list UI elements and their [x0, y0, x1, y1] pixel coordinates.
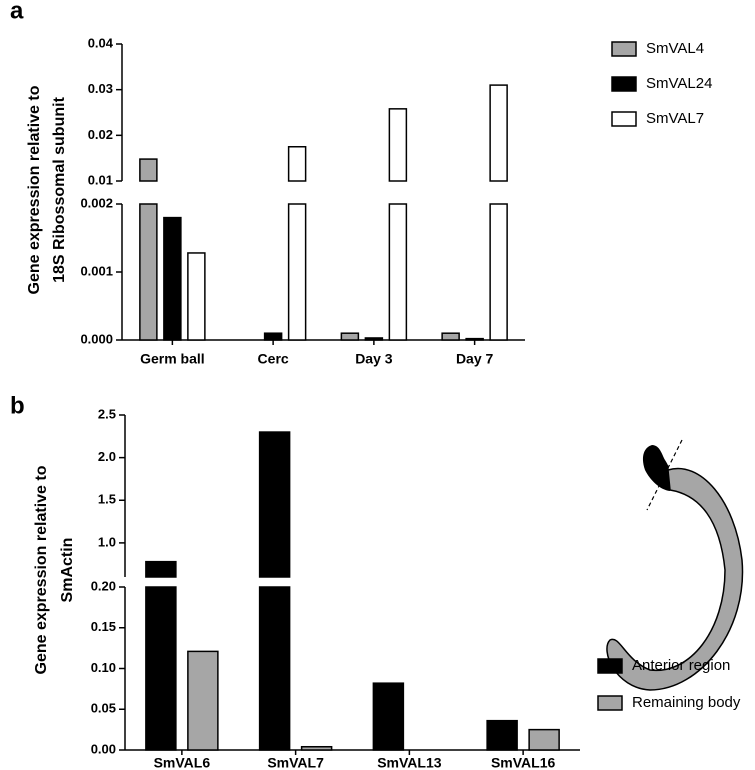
- y-tick-label: 0.05: [91, 701, 116, 716]
- x-tick-label: Day 7: [456, 351, 494, 367]
- legend-label: SmVAL4: [646, 40, 704, 57]
- x-tick-label: Day 3: [355, 351, 393, 367]
- bar: [388, 203, 408, 341]
- y-tick-label: 1.5: [98, 492, 116, 507]
- legend-swatch: [597, 695, 623, 711]
- bar: [187, 650, 219, 751]
- y-axis-label: SmActin: [59, 538, 76, 603]
- y-tick-label: 1.0: [98, 534, 116, 549]
- bar: [145, 586, 177, 751]
- bar: [489, 203, 508, 341]
- legend-label: Anterior region: [632, 657, 730, 674]
- bar: [139, 203, 158, 341]
- x-tick-label: SmVAL7: [267, 755, 324, 770]
- y-tick-label: 0.20: [91, 578, 116, 593]
- y-tick-label: 0.04: [88, 35, 114, 50]
- bar: [340, 332, 360, 341]
- legend-swatch: [611, 76, 637, 92]
- worm-illustration: [606, 439, 744, 691]
- bar: [145, 560, 177, 578]
- y-tick-label: 0.001: [80, 263, 113, 278]
- x-tick-label: Cerc: [258, 351, 289, 367]
- y-tick-label: 0.002: [80, 195, 113, 210]
- y-tick-label: 2.0: [98, 449, 116, 464]
- y-tick-label: 2.5: [98, 406, 116, 421]
- y-tick-label: 0.03: [88, 81, 113, 96]
- y-axis-label: Gene expression relative to: [26, 85, 43, 294]
- y-tick-label: 0.01: [88, 172, 113, 187]
- bar: [441, 332, 460, 341]
- bar: [163, 216, 182, 341]
- legend-swatch: [597, 658, 623, 674]
- legend-label: SmVAL24: [646, 75, 712, 92]
- y-axis-label: 18S Ribossomal subunit: [51, 96, 68, 282]
- bar: [187, 252, 206, 341]
- bar: [287, 146, 307, 182]
- y-tick-label: 0.02: [88, 127, 113, 142]
- bar: [364, 337, 384, 341]
- legend-label: SmVAL7: [646, 110, 704, 127]
- bar: [486, 719, 518, 751]
- x-tick-label: Germ ball: [140, 351, 205, 367]
- bar: [388, 108, 408, 182]
- worm-head: [642, 445, 670, 491]
- bar: [258, 586, 291, 751]
- bar: [465, 337, 484, 341]
- panel-label: b: [10, 392, 25, 419]
- y-tick-label: 0.00: [91, 741, 116, 756]
- bar: [528, 728, 560, 751]
- bar: [372, 682, 405, 751]
- y-tick-label: 0.10: [91, 660, 116, 675]
- legend-swatch: [611, 41, 637, 57]
- y-axis-label: Gene expression relative to: [33, 465, 50, 674]
- bar: [489, 84, 508, 182]
- bar: [300, 745, 333, 751]
- x-tick-label: SmVAL6: [154, 755, 211, 770]
- legend-swatch: [611, 111, 637, 127]
- panel-label: a: [10, 0, 24, 24]
- bar: [287, 203, 307, 341]
- bar: [263, 332, 283, 341]
- x-tick-label: SmVAL16: [491, 755, 556, 770]
- bar: [258, 431, 291, 578]
- legend-label: Remaining body: [632, 694, 741, 711]
- cut-line: [646, 439, 683, 511]
- y-tick-label: 0.15: [91, 619, 116, 634]
- y-tick-label: 0.000: [80, 331, 113, 346]
- bar: [139, 158, 158, 182]
- x-tick-label: SmVAL13: [377, 755, 442, 770]
